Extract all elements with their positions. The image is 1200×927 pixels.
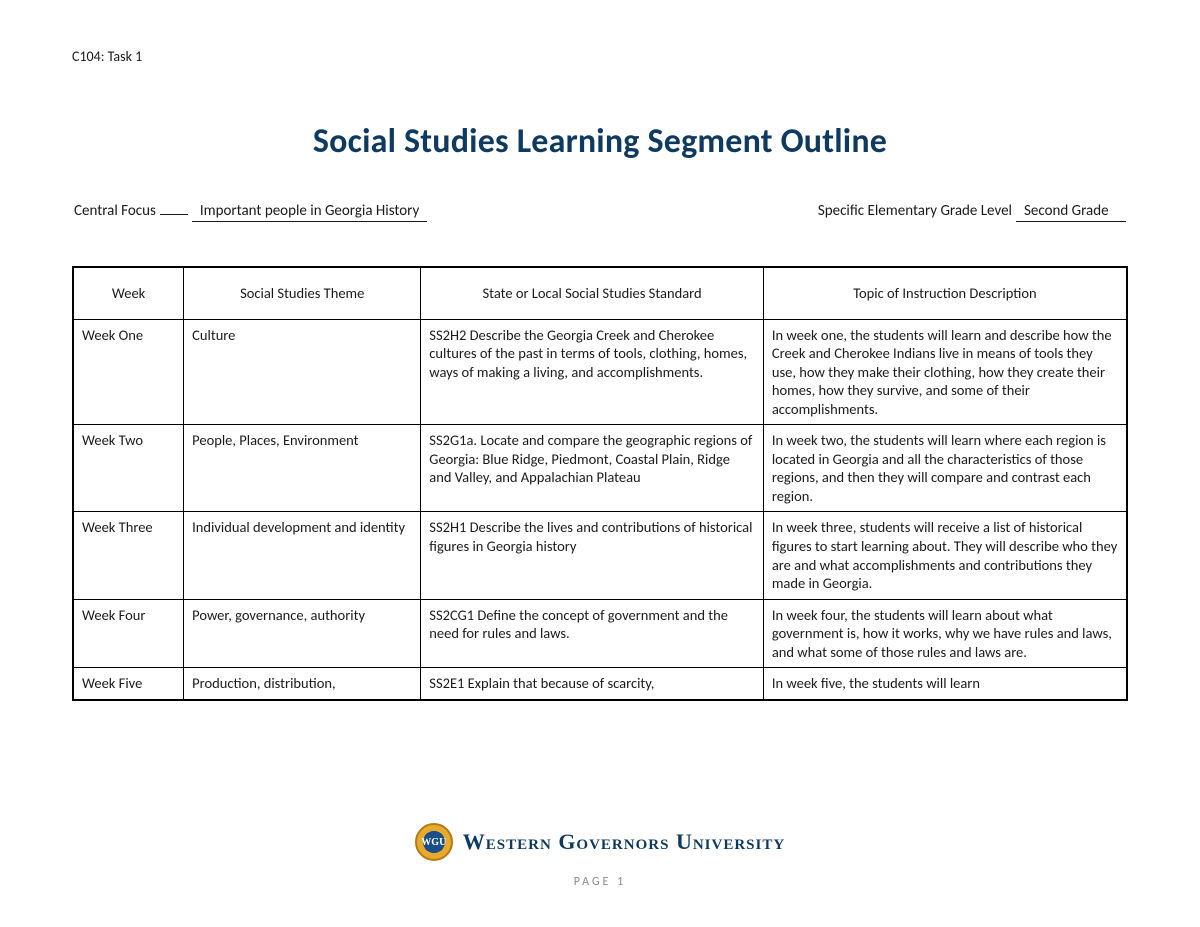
underline-lead	[160, 214, 188, 215]
table-row: Week ThreeIndividual development and ide…	[73, 512, 1127, 599]
course-tag: C104: Task 1	[72, 48, 1128, 65]
cell-week: Week One	[73, 319, 184, 425]
brand-text: Western Governors University	[463, 829, 785, 855]
table-row: Week FiveProduction, distribution,SS2E1 …	[73, 668, 1127, 700]
central-focus-field: Central Focus Important people in Georgi…	[74, 202, 427, 222]
page-number: PAGE 1	[0, 875, 1200, 889]
col-theme: Social Studies Theme	[184, 267, 421, 319]
cell-theme: Culture	[184, 319, 421, 425]
table-row: Week FourPower, governance, authoritySS2…	[73, 599, 1127, 668]
brand: WGU Western Governors University	[415, 823, 785, 861]
cell-standard: SS2H2 Describe the Georgia Creek and Che…	[421, 319, 764, 425]
cell-theme: Individual development and identity	[184, 512, 421, 599]
table-row: Week OneCultureSS2H2 Describe the Georgi…	[73, 319, 1127, 425]
outline-table: Week Social Studies Theme State or Local…	[72, 266, 1128, 701]
grade-level-field: Specific Elementary Grade Level Second G…	[818, 202, 1126, 222]
col-standard: State or Local Social Studies Standard	[421, 267, 764, 319]
meta-line: Central Focus Important people in Georgi…	[72, 202, 1128, 222]
col-week: Week	[73, 267, 184, 319]
cell-description: In week five, the students will learn	[763, 668, 1127, 700]
col-desc: Topic of Instruction Description	[763, 267, 1127, 319]
cell-theme: Power, governance, authority	[184, 599, 421, 668]
grade-level-label: Specific Elementary Grade Level	[818, 202, 1012, 220]
table-row: Week TwoPeople, Places, EnvironmentSS2G1…	[73, 425, 1127, 512]
cell-week: Week Three	[73, 512, 184, 599]
cell-standard: SS2E1 Explain that because of scarcity,	[421, 668, 764, 700]
cell-week: Week Five	[73, 668, 184, 700]
footer: WGU Western Governors University PAGE 1	[0, 823, 1200, 889]
cell-week: Week Four	[73, 599, 184, 668]
cell-description: In week two, the students will learn whe…	[763, 425, 1127, 512]
cell-standard: SS2H1 Describe the lives and contributio…	[421, 512, 764, 599]
cell-description: In week four, the students will learn ab…	[763, 599, 1127, 668]
central-focus-label: Central Focus	[74, 202, 156, 220]
grade-level-value: Second Grade	[1016, 202, 1126, 222]
table-header-row: Week Social Studies Theme State or Local…	[73, 267, 1127, 319]
cell-standard: SS2CG1 Define the concept of government …	[421, 599, 764, 668]
cell-description: In week one, the students will learn and…	[763, 319, 1127, 425]
cell-description: In week three, students will receive a l…	[763, 512, 1127, 599]
cell-theme: Production, distribution,	[184, 668, 421, 700]
central-focus-value: Important people in Georgia History	[192, 202, 427, 222]
cell-theme: People, Places, Environment	[184, 425, 421, 512]
cell-standard: SS2G1a. Locate and compare the geographi…	[421, 425, 764, 512]
cell-week: Week Two	[73, 425, 184, 512]
wgu-seal-icon: WGU	[415, 823, 453, 861]
page-title: Social Studies Learning Segment Outline	[72, 121, 1128, 162]
